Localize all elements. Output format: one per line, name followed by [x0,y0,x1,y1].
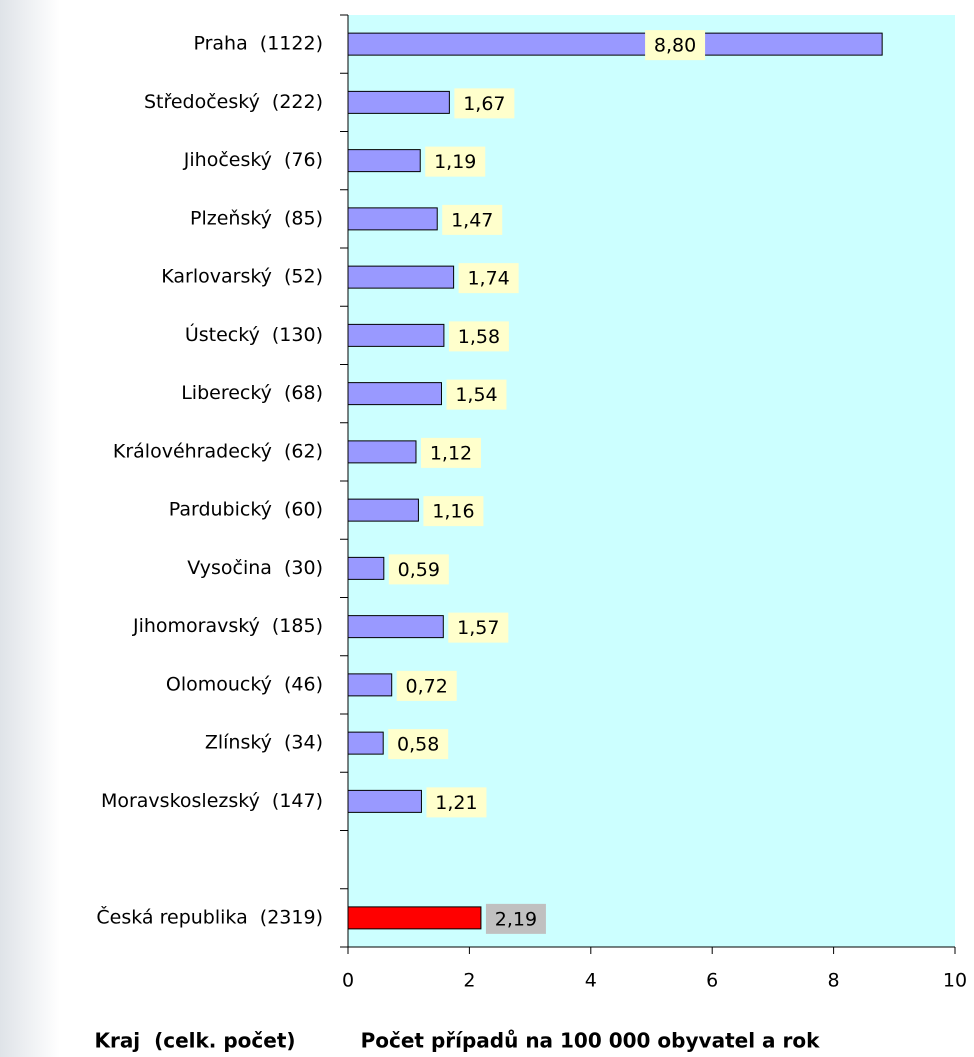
value-label-bg [388,729,449,760]
value-label-bg [454,88,515,119]
bar [347,789,422,813]
value-label: 8,80 [654,35,696,57]
bar [347,149,421,173]
x-tick-label: 6 [706,970,718,992]
bar [347,615,444,639]
y-tick-label: Středočeský (222) [144,91,323,113]
bar [347,498,419,522]
value-label: 1,57 [457,617,499,639]
value-label-bg [448,321,509,352]
x-tick-label: 8 [828,970,840,992]
bar [347,323,445,347]
bar [347,207,438,231]
y-tick-label: Jihomoravský (185) [132,615,323,637]
bar [347,673,393,697]
y-tick-label: Česká republika (2319) [96,904,323,928]
value-label: 1,12 [430,442,472,464]
value-label-bg [425,146,486,177]
value-label-bg [420,437,481,468]
bar [347,731,384,755]
value-label: 2,19 [495,908,537,930]
bar [347,90,450,114]
y-tick-label: Karlovarský (52) [161,266,323,288]
value-label: 0,59 [398,559,440,581]
value-label-bg [396,670,457,701]
y-tick-label: Praha (1122) [193,33,323,55]
bar [347,440,417,464]
value-label-bg [442,204,503,235]
y-tick-label: Královéhradecký (62) [113,440,323,462]
value-label: 1,54 [455,384,497,406]
x-axis-title: Počet případů na 100 000 obyvatel a rok [361,1029,820,1053]
x-tick-label: 10 [943,970,967,992]
y-tick-label: Olomoucký (46) [166,673,323,695]
x-tick-label: 4 [585,970,597,992]
y-tick-label: Plzeňský (85) [190,207,323,229]
y-tick-label: Moravskoslezský (147) [101,790,323,812]
bar [347,265,455,289]
value-label-bg [388,554,449,585]
bar [347,32,883,56]
x-tick-label: 2 [463,970,475,992]
value-label-bg [485,903,546,934]
value-label: 1,19 [434,151,476,173]
bar [347,906,482,930]
value-label: 1,74 [467,268,509,290]
bar [347,556,385,580]
value-label: 1,67 [463,93,505,115]
value-label: 1,58 [458,326,500,348]
y-tick-label: Liberecký (68) [181,382,323,404]
y-tick-label: Zlínský (34) [205,732,323,754]
bar [347,382,442,406]
value-label-bg [645,30,706,61]
value-label-bg [446,379,507,410]
value-label: 0,58 [397,734,439,756]
y-tick-label: Vysočina (30) [187,557,323,579]
y-tick-label: Ústecký (130) [185,322,323,346]
value-label: 1,21 [435,792,477,814]
value-label-bg [426,787,487,818]
y-tick-label: Pardubický (60) [169,499,323,521]
value-label-bg [423,496,484,527]
value-label-bg [458,263,519,294]
y-axis-title: Kraj (celk. počet) [94,1029,295,1053]
x-tick-label: 0 [342,970,354,992]
y-tick-label: Jihočeský (76) [183,149,323,171]
value-label: 1,16 [432,501,474,523]
value-label: 0,72 [406,675,448,697]
value-label: 1,47 [451,209,493,231]
value-label-bg [448,612,509,643]
